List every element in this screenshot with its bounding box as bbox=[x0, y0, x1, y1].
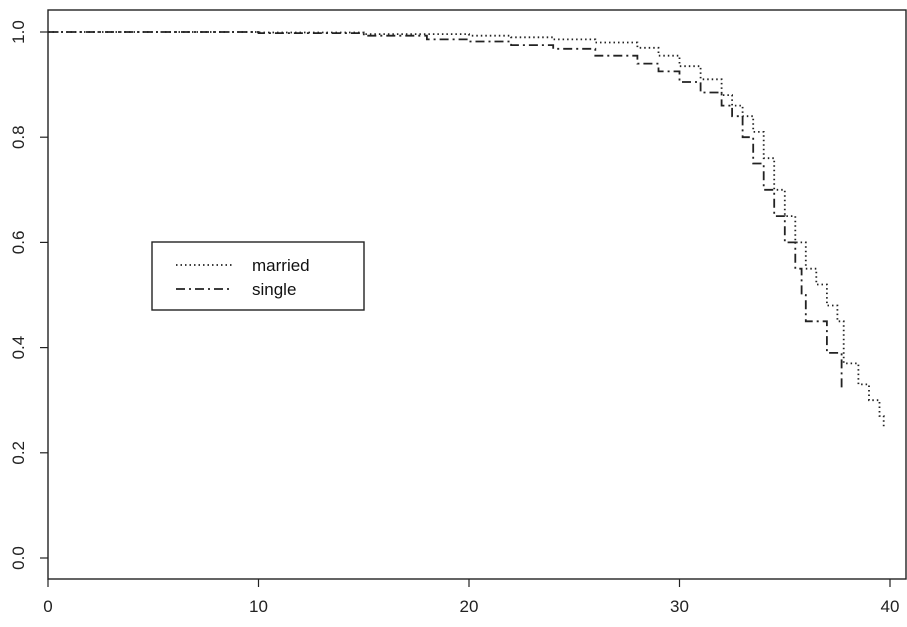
y-tick-label-0: 0.0 bbox=[9, 546, 28, 570]
legend-box bbox=[151, 241, 365, 311]
plot-frame bbox=[47, 9, 907, 580]
series-layer bbox=[48, 31, 885, 427]
x-tick-label-1: 10 bbox=[249, 597, 268, 616]
axes: 0 10 20 30 40 0.0 0.2 0.4 0.6 0.8 1.0 bbox=[9, 9, 907, 616]
series-line-married bbox=[48, 31, 885, 427]
x-tick-label-3: 30 bbox=[670, 597, 689, 616]
series-line-single bbox=[48, 31, 843, 390]
x-tick-label-2: 20 bbox=[460, 597, 479, 616]
y-tick-label-3: 0.6 bbox=[9, 231, 28, 255]
y-tick-label-5: 1.0 bbox=[9, 20, 28, 44]
x-tick-label-0: 0 bbox=[43, 597, 52, 616]
y-tick-label-4: 0.8 bbox=[9, 125, 28, 149]
legend: married single bbox=[151, 241, 365, 311]
y-tick-label-1: 0.2 bbox=[9, 441, 28, 465]
x-tick-label-4: 40 bbox=[881, 597, 900, 616]
legend-label-single: single bbox=[252, 280, 296, 299]
legend-label-married: married bbox=[252, 256, 310, 275]
y-tick-label-2: 0.4 bbox=[9, 336, 28, 360]
